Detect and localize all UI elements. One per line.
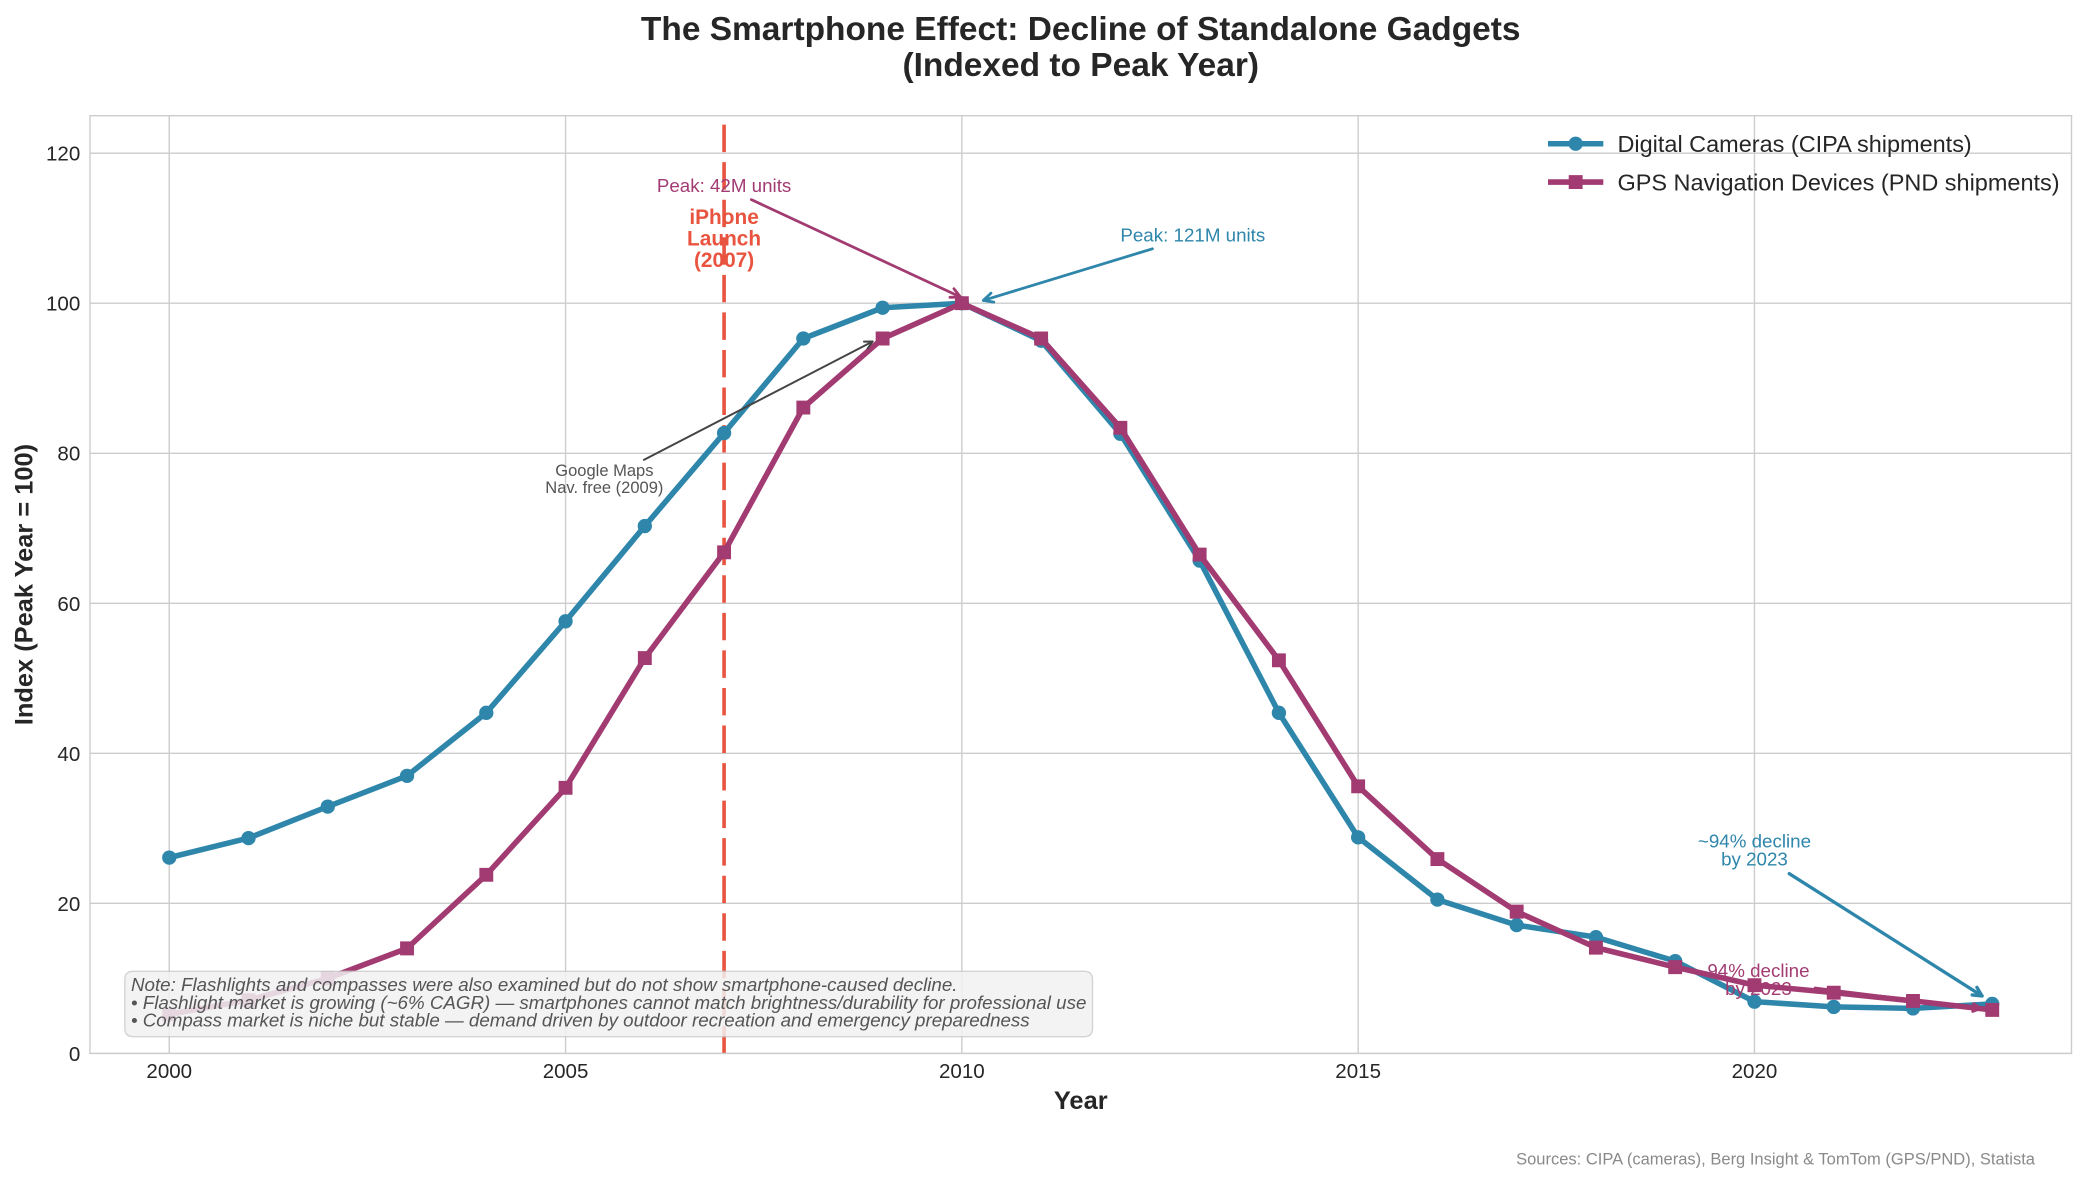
svg-text:Index (Peak Year = 100): Index (Peak Year = 100) (10, 444, 38, 725)
svg-text:(Indexed to Peak Year): (Indexed to Peak Year) (902, 47, 1259, 84)
svg-text:(2007): (2007) (694, 249, 754, 272)
svg-text:Peak: 121M units: Peak: 121M units (1120, 224, 1265, 245)
svg-text:2000: 2000 (146, 1060, 192, 1083)
svg-text:80: 80 (57, 443, 80, 466)
svg-text:Note: Flashlights and compasse: Note: Flashlights and compasses were als… (131, 974, 958, 995)
svg-text:2020: 2020 (1732, 1060, 1778, 1083)
svg-text:• Compass market is niche but: • Compass market is niche but stable — d… (131, 1010, 1030, 1031)
svg-text:2015: 2015 (1335, 1060, 1381, 1083)
svg-text:0: 0 (69, 1043, 80, 1066)
svg-text:~94% decline: ~94% decline (1698, 830, 1811, 851)
svg-text:Nav. free (2009): Nav. free (2009) (545, 478, 663, 497)
svg-text:The Smartphone Effect: Decline: The Smartphone Effect: Decline of Standa… (641, 11, 1521, 48)
svg-text:iPhone: iPhone (689, 206, 758, 229)
svg-text:2005: 2005 (543, 1060, 589, 1083)
svg-text:Launch: Launch (687, 228, 761, 251)
svg-text:by 2023: by 2023 (1725, 978, 1792, 999)
svg-text:• Flashlight market is growing: • Flashlight market is growing (~6% CAGR… (131, 992, 1086, 1013)
svg-text:Google Maps: Google Maps (555, 461, 653, 480)
svg-text:100: 100 (46, 293, 80, 316)
svg-text:GPS Navigation Devices (PND sh: GPS Navigation Devices (PND shipments) (1617, 169, 2059, 195)
svg-text:Year: Year (1054, 1087, 1108, 1115)
svg-text:by 2023: by 2023 (1721, 849, 1788, 870)
svg-text:Sources: CIPA (cameras), Berg: Sources: CIPA (cameras), Berg Insight & … (1516, 1149, 2036, 1168)
svg-text:60: 60 (57, 593, 80, 616)
svg-text:20: 20 (57, 893, 80, 916)
svg-text:Peak: 42M units: Peak: 42M units (657, 175, 791, 196)
svg-text:40: 40 (57, 743, 80, 766)
svg-text:94% decline: 94% decline (1707, 960, 1809, 981)
svg-text:2010: 2010 (939, 1060, 985, 1083)
svg-text:120: 120 (46, 143, 80, 166)
svg-text:Digital Cameras (CIPA shipment: Digital Cameras (CIPA shipments) (1617, 131, 1971, 157)
